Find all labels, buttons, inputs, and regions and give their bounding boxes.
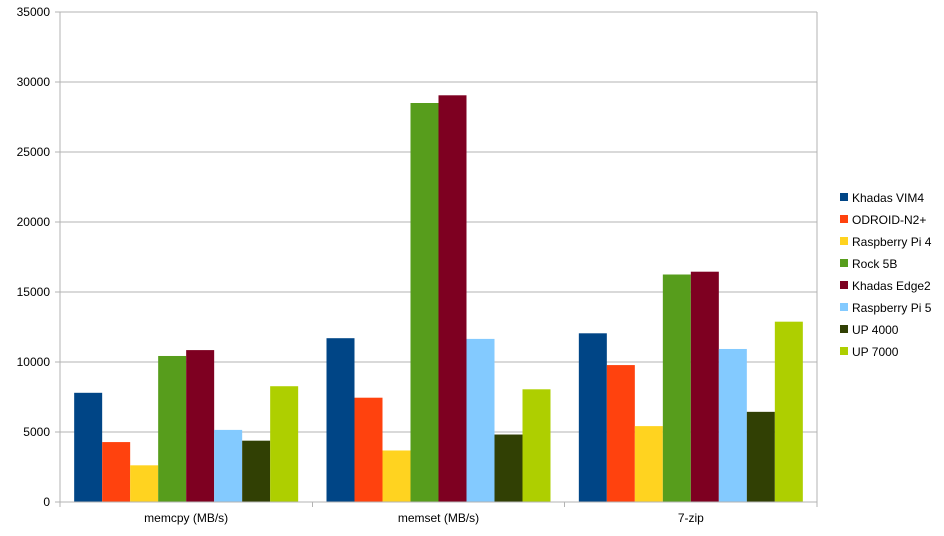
bar [130,465,159,502]
legend-swatch [840,325,848,333]
bar [606,365,635,502]
bar [438,95,467,503]
legend-label: ODROID-N2+ [852,213,926,227]
legend-swatch [840,237,848,245]
bar [354,397,383,502]
bar [466,338,495,502]
legend-swatch [840,303,848,311]
legend-label: Khadas Edge2 [852,279,931,293]
legend-label: UP 4000 [852,323,899,337]
bar [74,392,103,502]
bar [494,434,523,502]
bar [326,338,355,502]
legend: Khadas VIM4 ODROID-N2+ Raspberry Pi 4 Rock … [840,191,932,359]
bar [522,389,551,502]
x-tick-label: memcpy (MB/s) [144,511,228,525]
x-tick-label: 7-zip [678,511,704,525]
bar [158,355,187,502]
legend-label: UP 7000 [852,345,899,359]
bar [102,442,131,502]
y-tick-label: 25000 [17,145,51,159]
legend-label: Raspberry Pi 4 [852,235,932,249]
bar [578,333,607,502]
y-tick-label: 30000 [17,75,51,89]
bar [270,386,299,502]
legend-label: Rock 5B [852,257,897,271]
y-tick-label: 15000 [17,285,51,299]
legend-swatch [840,259,848,267]
bar [690,271,719,502]
bar [214,429,243,502]
bar [410,103,439,502]
legend-swatch [840,281,848,289]
legend-swatch [840,215,848,223]
bar [746,411,775,502]
x-tick-label: memset (MB/s) [398,511,479,525]
bar [382,450,411,502]
bar [662,274,691,502]
legend-label: Raspberry Pi 5 [852,301,932,315]
bar [634,426,663,502]
y-tick-label: 10000 [17,355,51,369]
bar [242,440,271,502]
y-tick-label: 5000 [23,425,50,439]
bar [718,348,747,502]
legend-swatch [840,193,848,201]
legend-label: Khadas VIM4 [852,191,924,205]
bars [74,95,803,503]
y-tick-label: 0 [43,495,50,509]
y-tick-label: 35000 [17,5,51,19]
legend-swatch [840,347,848,355]
bar [774,321,803,502]
bar [186,350,215,502]
y-tick-label: 20000 [17,215,51,229]
axes: 0 5000 10000 15000 20000 25000 30000 35000 memcp… [17,5,818,525]
